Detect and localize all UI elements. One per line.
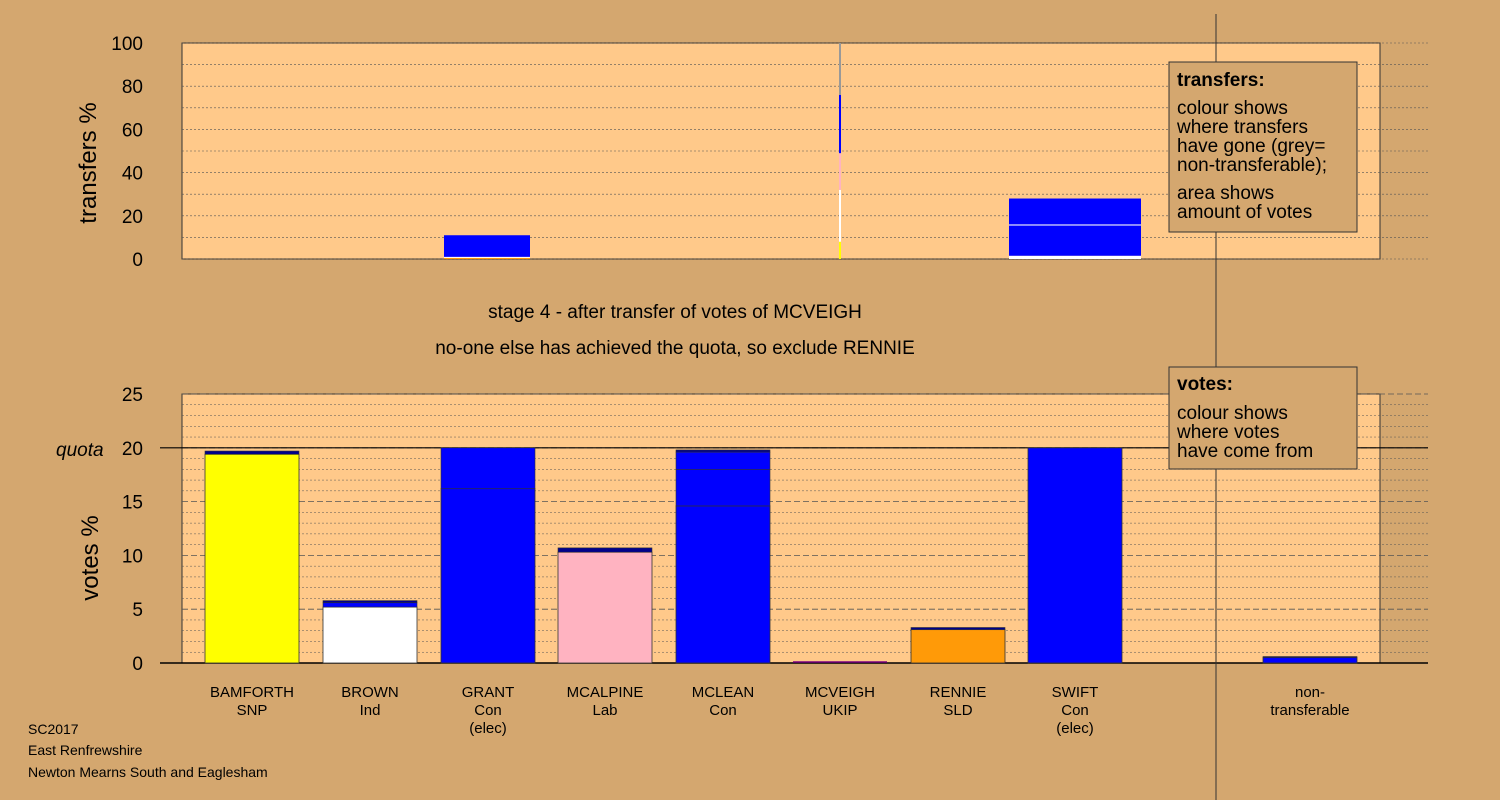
candidate-label: BAMFORTH [210,684,294,701]
votes-y-axis-label: votes % [77,515,104,600]
votes-y-tick: 15 [122,493,143,514]
transfers-y-tick: 80 [122,77,143,98]
vote-bar-non- [1262,657,1358,664]
votes-legend-title: votes: [1177,374,1233,395]
transfers-legend-line-4: non-transferable); [1177,155,1327,176]
transfers-legend-line-6: amount of votes [1177,202,1312,223]
transfers-legend-line-1: colour shows [1177,98,1288,119]
vote-bar-non- [1262,656,1358,658]
transfers-y-axis-label: transfers % [75,102,102,223]
transfer-segment-brown [444,257,530,259]
votes-legend-line-2: where votes [1176,422,1279,443]
votes-y-tick: 20 [122,439,143,460]
vote-bar-mclean [675,469,771,507]
candidate-label: SNP [237,702,268,719]
vote-bar-rennie [910,627,1006,630]
candidate-label: SLD [943,702,972,719]
candidate-label: UKIP [822,702,857,719]
stage-line-1: stage 4 - after transfer of votes of MCV… [488,302,862,323]
transfers-y-tick: 40 [122,164,143,185]
transfers-y-tick: 100 [111,34,143,55]
candidate-label: Con [709,702,737,719]
transfers-legend: transfers: colour shows where transfers … [1168,61,1358,233]
quota-label: quota [56,440,104,461]
footer-election: SC2017 [28,721,79,737]
votes-y-tick: 10 [122,546,143,567]
vote-bar-mcalpine [557,551,653,664]
transfer-segment-mcveigh [839,94,841,154]
footer-council: East Renfrewshire [28,742,143,758]
transfers-legend-line-5: area shows [1177,183,1274,204]
candidate-label: Lab [592,702,617,719]
votes-legend-line-1: colour shows [1177,403,1288,424]
transfer-segment-swift [1009,224,1141,226]
candidate-label: transferable [1270,702,1349,719]
vote-bar-mclean [675,505,771,664]
transfer-segment-mcveigh [839,43,841,95]
footer-ward: Newton Mearns South and Eaglesham [28,764,268,780]
vote-bar-brown [322,600,418,604]
transfers-legend-line-3: have gone (grey= [1177,136,1325,157]
vote-bar-brown [322,602,418,608]
candidate-label: (elec) [1056,720,1094,737]
vote-bar-mcalpine [557,547,653,553]
candidate-label: MCLEAN [692,684,755,701]
votes-y-tick: 25 [122,385,143,406]
candidate-label: MCALPINE [567,684,644,701]
candidate-label: SWIFT [1052,684,1099,701]
transfer-segment-mcveigh [839,189,841,242]
transfer-segment-swift [1009,255,1141,259]
vote-bar-grant [440,488,536,664]
candidate-label: GRANT [462,684,515,701]
vote-bar-bamforth [204,453,300,664]
transfers-y-tick: 20 [122,207,143,228]
transfers-y-tick: 60 [122,120,143,141]
transfer-segment-brown [444,235,530,257]
vote-bar-rennie [910,629,1006,664]
transfer-segment-mcveigh [839,241,841,259]
vote-bar-mclean [675,451,771,470]
vote-bar-grant [440,447,536,489]
candidate-label: Con [1061,702,1089,719]
transfers-legend-line-2: where transfers [1176,117,1308,138]
candidate-label: Ind [360,702,381,719]
transfers-y-tick: 0 [132,250,143,271]
votes-y-tick: 0 [132,654,143,675]
candidate-label: RENNIE [930,684,987,701]
transfer-segment-mcveigh [839,153,841,190]
candidate-label: non- [1295,684,1325,701]
candidate-label: MCVEIGH [805,684,875,701]
transfer-segment-swift [1009,225,1141,256]
transfer-segment-swift [1009,198,1141,225]
candidate-label: BROWN [341,684,399,701]
votes-legend: votes: colour shows where votes have com… [1168,366,1358,470]
votes-legend-line-3: have come from [1177,441,1313,462]
transfer-segment-brown [444,256,530,258]
candidate-label: Con [474,702,502,719]
vote-bar-swift [1027,447,1123,664]
candidate-label: (elec) [469,720,507,737]
transfers-legend-title: transfers: [1177,70,1265,91]
vote-bar-mclean [675,449,771,453]
votes-y-tick: 5 [132,600,143,621]
stage-line-2: no-one else has achieved the quota, so e… [435,338,915,359]
vote-bar-bamforth [204,450,300,455]
vote-bar-brown [322,606,418,664]
